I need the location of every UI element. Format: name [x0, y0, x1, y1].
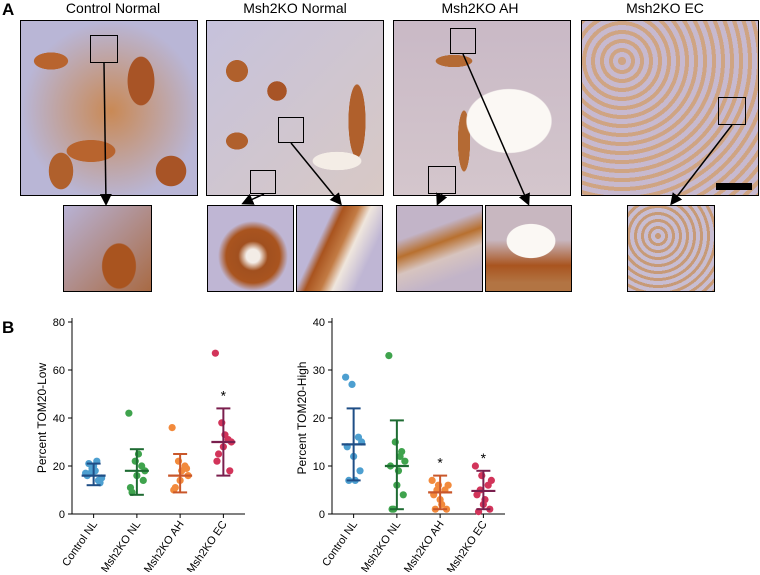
data-point	[139, 476, 147, 484]
significance-marker: *	[221, 387, 227, 403]
micrograph-msh2ko-ah	[393, 20, 571, 196]
y-tick-label: 40	[53, 413, 65, 425]
inset-ah-1	[396, 205, 483, 292]
x-tick-label: Msh2KO EC	[445, 519, 490, 572]
panel-a-label: A	[2, 0, 15, 19]
y-axis-label: Percent TOM20-High	[295, 362, 309, 475]
micrograph-control-normal	[20, 20, 198, 196]
data-point	[348, 380, 356, 388]
x-tick-label: Msh2KO NL	[99, 519, 143, 572]
data-point	[356, 467, 364, 475]
arrow-ah-1	[462, 53, 530, 206]
roi-box-msh2ko-normal-1	[278, 117, 304, 143]
roi-box-ah-1	[450, 28, 476, 54]
data-point	[171, 484, 179, 492]
data-point	[168, 424, 176, 432]
data-point	[471, 462, 479, 470]
data-point	[487, 476, 495, 484]
y-tick-label: 40	[313, 317, 325, 329]
y-axis-label: Percent TOM20-Low	[35, 363, 49, 474]
data-point	[125, 409, 133, 417]
data-point	[342, 373, 350, 381]
inset-msh2ko-normal-1	[207, 205, 294, 292]
data-point	[401, 457, 409, 465]
data-point	[211, 349, 219, 357]
x-tick-label: Msh2KO NL	[359, 519, 403, 572]
arrow-msh2ko-normal-1	[241, 193, 265, 205]
arrow-control	[99, 62, 112, 206]
y-tick-label: 20	[313, 413, 325, 425]
significance-marker: *	[481, 450, 487, 466]
micrograph-msh2ko-ec	[581, 20, 759, 196]
inset-connector-arrows	[99, 53, 733, 206]
data-point	[428, 476, 436, 484]
arrow-ec	[670, 124, 733, 206]
panel-b-label: B	[2, 318, 15, 337]
y-tick-label: 60	[53, 365, 65, 377]
x-tick-label: Msh2KO EC	[185, 519, 230, 572]
title-control-normal: Control Normal	[65, 0, 161, 16]
scale-bar	[716, 183, 752, 190]
title-msh2ko-ec: Msh2KO EC	[626, 0, 704, 16]
roi-box-control	[90, 35, 118, 63]
inset-control-normal	[63, 205, 152, 292]
arrow-msh2ko-normal-2	[290, 142, 342, 206]
x-tick-label: Msh2KO AH	[142, 519, 187, 572]
y-tick-label: 0	[59, 509, 65, 521]
title-msh2ko-normal: Msh2KO Normal	[243, 0, 347, 16]
inset-msh2ko-normal-2	[296, 205, 383, 292]
inset-ec	[627, 205, 715, 292]
x-tick-label: Control NL	[320, 519, 360, 569]
micrograph-msh2ko-normal	[206, 20, 384, 196]
x-tick-label: Control NL	[60, 519, 100, 569]
data-point	[396, 452, 404, 460]
x-tick-label: Msh2KO AH	[402, 519, 447, 572]
y-tick-label: 10	[313, 461, 325, 473]
y-tick-label: 20	[53, 461, 65, 473]
data-point	[214, 450, 223, 458]
roi-box-ec	[718, 97, 746, 125]
data-point	[385, 352, 393, 360]
significance-marker: *	[437, 455, 443, 471]
y-tick-label: 0	[319, 509, 325, 521]
y-tick-label: 80	[53, 317, 65, 329]
data-point	[213, 457, 221, 465]
data-point	[226, 467, 234, 475]
title-msh2ko-ah: Msh2KO AH	[441, 0, 519, 16]
data-point	[399, 491, 407, 499]
roi-box-msh2ko-normal-2	[250, 170, 276, 194]
data-point	[444, 481, 452, 489]
y-tick-label: 30	[313, 365, 325, 377]
arrow-ah-2	[436, 192, 448, 206]
